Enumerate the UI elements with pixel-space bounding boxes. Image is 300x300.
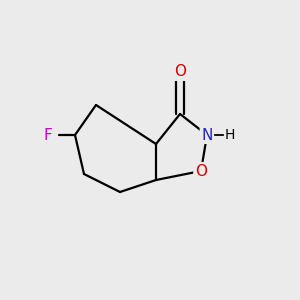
Text: O: O — [174, 64, 186, 80]
Text: O: O — [195, 164, 207, 178]
Text: O: O — [195, 164, 207, 178]
Text: N: N — [201, 128, 213, 142]
Text: N: N — [201, 128, 213, 142]
Text: H: H — [224, 128, 235, 142]
Text: O: O — [174, 64, 186, 80]
Text: F: F — [44, 128, 52, 142]
